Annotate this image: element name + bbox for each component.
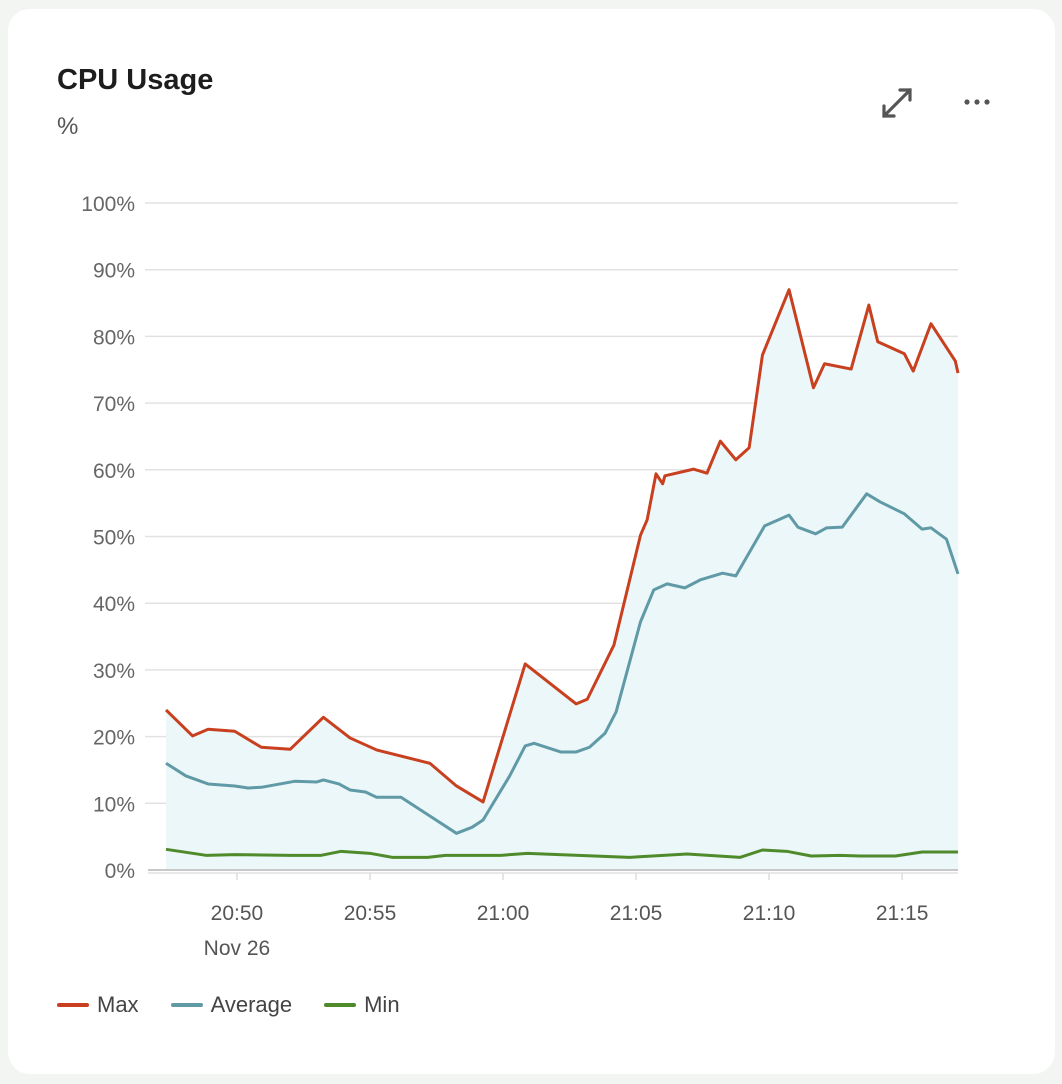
legend-swatch-min [324, 1003, 357, 1007]
legend-label-average: Average [210, 992, 293, 1017]
x-tick-label: 21:00 [477, 902, 530, 925]
y-tick-label: 80% [93, 326, 135, 349]
range-fill-area [166, 289, 958, 871]
legend-label-max: Max [97, 992, 139, 1017]
x-tick-label: 21:05 [610, 902, 663, 925]
y-tick-label: 60% [93, 460, 135, 483]
y-tick-label: 90% [93, 260, 135, 283]
x-tick-label: 20:50 [211, 902, 264, 925]
x-tick-label: 21:10 [743, 902, 796, 925]
series-line-max [164, 288, 960, 804]
legend-label-min: Min [364, 992, 400, 1017]
legend-item-min[interactable]: Min [324, 992, 400, 1018]
x-tick-label: 21:15 [876, 902, 929, 925]
x-date-label: Nov 26 [204, 937, 271, 960]
y-tick-label: 10% [93, 793, 135, 816]
legend-item-max[interactable]: Max [57, 992, 139, 1018]
expand-arrows-icon[interactable] [876, 82, 918, 129]
y-tick-label: 0% [105, 860, 135, 883]
y-tick-label: 100% [81, 193, 135, 216]
series-line-min [165, 847, 958, 859]
x-tick-label: 20:55 [344, 902, 397, 925]
y-tick-label: 30% [93, 660, 135, 683]
chart-unit: % [57, 113, 79, 140]
y-tick-label: 40% [93, 593, 135, 616]
y-tick-label: 70% [93, 393, 135, 416]
series-line-average [165, 492, 960, 835]
chart-legend: Max Average Min [57, 992, 400, 1018]
legend-item-average[interactable]: Average [170, 992, 293, 1018]
y-tick-label: 50% [93, 527, 135, 550]
chart-title: CPU Usage [57, 64, 214, 96]
y-tick-label: 20% [93, 727, 135, 750]
legend-swatch-average [170, 1003, 203, 1007]
legend-swatch-max [57, 1003, 89, 1007]
more-horizontal-icon[interactable] [960, 92, 994, 117]
